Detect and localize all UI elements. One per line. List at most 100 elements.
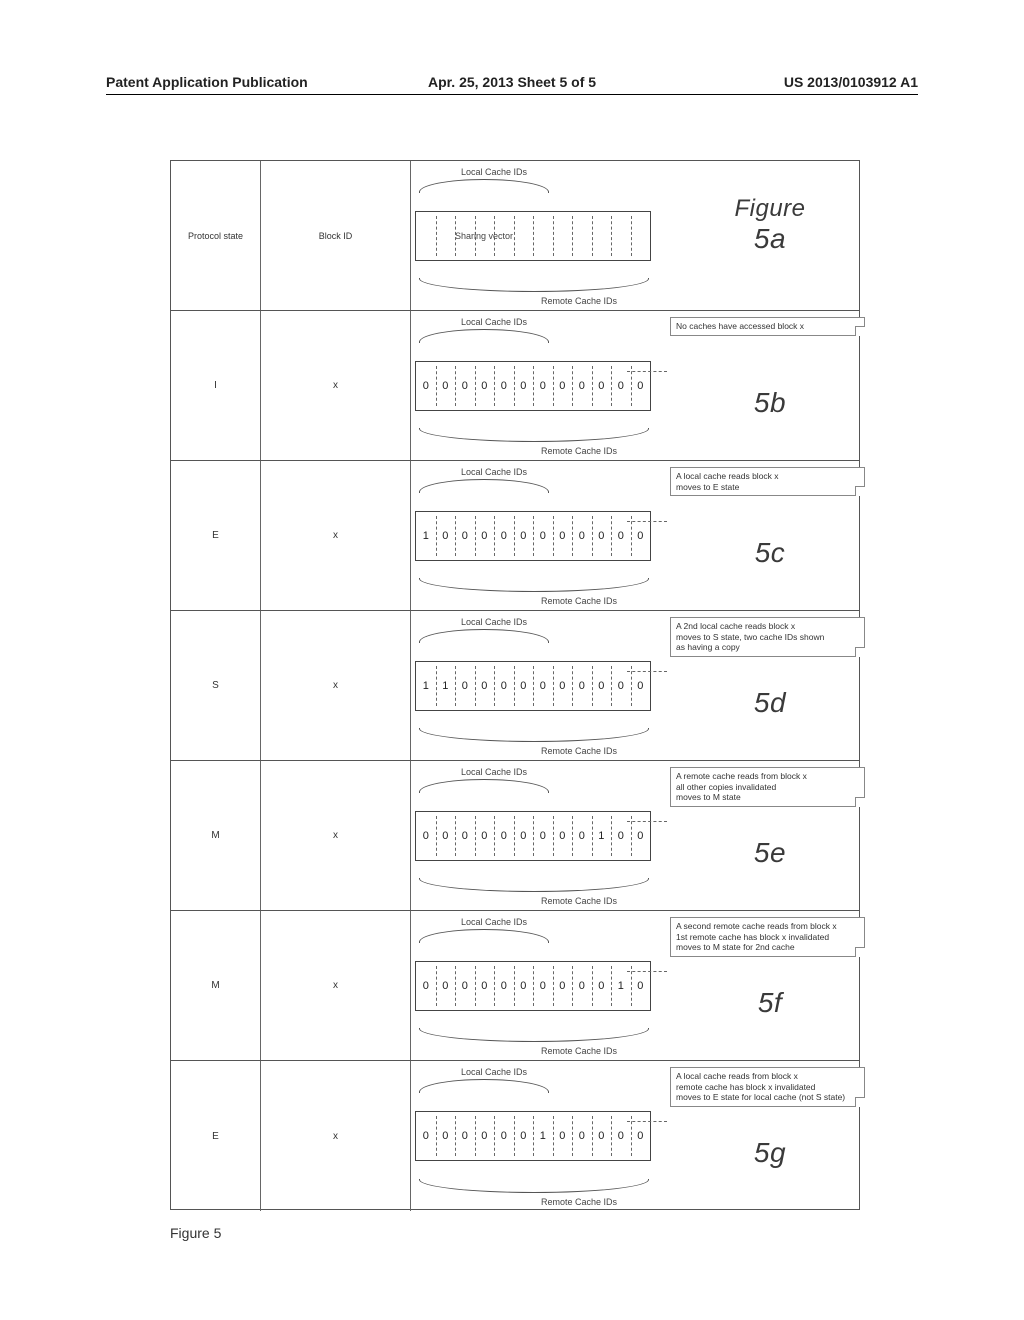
bit-cell: 0: [416, 1112, 436, 1160]
remote-ids-bracket: [419, 1028, 649, 1042]
bit-cell: 0: [514, 662, 534, 710]
local-ids-bracket: [419, 629, 549, 643]
note-fold-icon: [855, 1097, 865, 1107]
vector-area: Local Cache IDs110000000000Remote Cache …: [411, 611, 859, 760]
local-cache-ids-label: Local Cache IDs: [461, 617, 527, 627]
bit-cell: [436, 212, 456, 260]
protocol-state-cell: E: [171, 1061, 261, 1211]
state-note: A local cache reads from block xremote c…: [670, 1067, 865, 1107]
subfigure-label: 5d: [675, 687, 865, 719]
bit-cell: 1: [436, 662, 456, 710]
diagram-row-5g: ExLocal Cache IDs000000100000Remote Cach…: [171, 1061, 859, 1211]
bit-cell: 0: [533, 362, 553, 410]
bit-cell: 0: [553, 1112, 573, 1160]
sharing-vector: 000000100000: [415, 1111, 651, 1161]
bit-cell: 0: [494, 662, 514, 710]
remote-cache-ids-label: Remote Cache IDs: [541, 1046, 617, 1056]
state-note: A 2nd local cache reads block xmoves to …: [670, 617, 865, 657]
bit-cell: 0: [592, 662, 612, 710]
bit-cell: 0: [416, 962, 436, 1010]
sharing-vector: 100000000000: [415, 511, 651, 561]
bit-cell: 0: [572, 662, 592, 710]
state-note: No caches have accessed block x: [670, 317, 865, 336]
note-fold-icon: [855, 486, 865, 496]
remote-cache-ids-label: Remote Cache IDs: [541, 596, 617, 606]
block-id-cell: x: [261, 911, 411, 1060]
bit-cell: 0: [533, 662, 553, 710]
bit-cell: 0: [611, 1112, 631, 1160]
diagram-row-5d: SxLocal Cache IDs110000000000Remote Cach…: [171, 611, 859, 761]
bit-cell: 0: [611, 512, 631, 560]
bit-cell: 1: [533, 1112, 553, 1160]
note-connector-line: [627, 971, 667, 972]
subfigure-label: 5g: [675, 1137, 865, 1169]
page-header: Patent Application Publication Apr. 25, …: [106, 74, 918, 90]
bit-cell: 0: [631, 362, 651, 410]
local-cache-ids-label: Local Cache IDs: [461, 1067, 527, 1077]
vector-area: Local Cache IDs000000100000Remote Cache …: [411, 1061, 859, 1211]
bit-cell: 0: [416, 362, 436, 410]
bit-cell: 1: [416, 662, 436, 710]
bit-cell: 0: [514, 812, 534, 860]
note-connector-line: [627, 821, 667, 822]
note-connector-line: [627, 1121, 667, 1122]
figure-5-diagram: Protocol stateBlock IDLocal Cache IDsSha…: [170, 160, 860, 1210]
bit-cell: [631, 212, 651, 260]
bit-cell: 0: [572, 362, 592, 410]
bit-cell: 0: [436, 1112, 456, 1160]
bit-cell: 0: [436, 362, 456, 410]
bit-cell: 0: [455, 962, 475, 1010]
bit-cell: 1: [592, 812, 612, 860]
protocol-state-cell: E: [171, 461, 261, 610]
note-fold-icon: [855, 797, 865, 807]
bit-cell: 1: [611, 962, 631, 1010]
remote-ids-bracket: [419, 578, 649, 592]
block-id-cell: x: [261, 611, 411, 760]
local-cache-ids-label: Local Cache IDs: [461, 167, 527, 177]
bit-cell: 0: [611, 812, 631, 860]
bit-cell: 0: [553, 962, 573, 1010]
bit-cell: 0: [475, 362, 495, 410]
bit-cell: 0: [553, 362, 573, 410]
diagram-row-5e: MxLocal Cache IDs000000000100Remote Cach…: [171, 761, 859, 911]
local-ids-bracket: [419, 929, 549, 943]
bit-cell: 0: [592, 362, 612, 410]
remote-ids-bracket: [419, 878, 649, 892]
diagram-row-5a: Protocol stateBlock IDLocal Cache IDsSha…: [171, 161, 859, 311]
bit-cell: 0: [514, 362, 534, 410]
local-cache-ids-label: Local Cache IDs: [461, 317, 527, 327]
local-ids-bracket: [419, 779, 549, 793]
sharing-vector: [415, 211, 651, 261]
bit-cell: 1: [416, 512, 436, 560]
bit-cell: 0: [475, 662, 495, 710]
remote-ids-bracket: [419, 728, 649, 742]
subfigure-label: 5b: [675, 387, 865, 419]
note-fold-icon: [855, 647, 865, 657]
note-fold-icon: [855, 326, 865, 336]
note-connector-line: [627, 521, 667, 522]
bit-cell: 0: [631, 662, 651, 710]
remote-cache-ids-label: Remote Cache IDs: [541, 746, 617, 756]
bit-cell: [592, 212, 612, 260]
figure-caption: Figure 5: [170, 1225, 221, 1241]
protocol-state-cell: S: [171, 611, 261, 760]
bit-cell: [611, 212, 631, 260]
protocol-state-cell: M: [171, 761, 261, 910]
note-connector-line: [627, 371, 667, 372]
bit-cell: 0: [553, 662, 573, 710]
diagram-row-5f: MxLocal Cache IDs000000000010Remote Cach…: [171, 911, 859, 1061]
subfigure-label: Figure5a: [675, 195, 865, 255]
bit-cell: 0: [631, 962, 651, 1010]
bit-cell: 0: [592, 1112, 612, 1160]
bit-cell: 0: [514, 1112, 534, 1160]
bit-cell: 0: [514, 962, 534, 1010]
bit-cell: 0: [572, 812, 592, 860]
bit-cell: 0: [572, 512, 592, 560]
bit-cell: 0: [553, 512, 573, 560]
bit-cell: 0: [455, 662, 475, 710]
header-center-text: Apr. 25, 2013 Sheet 5 of 5: [428, 74, 596, 90]
sharing-vector: 000000000100: [415, 811, 651, 861]
bit-cell: 0: [631, 1112, 651, 1160]
bit-cell: 0: [631, 812, 651, 860]
bit-cell: 0: [572, 1112, 592, 1160]
